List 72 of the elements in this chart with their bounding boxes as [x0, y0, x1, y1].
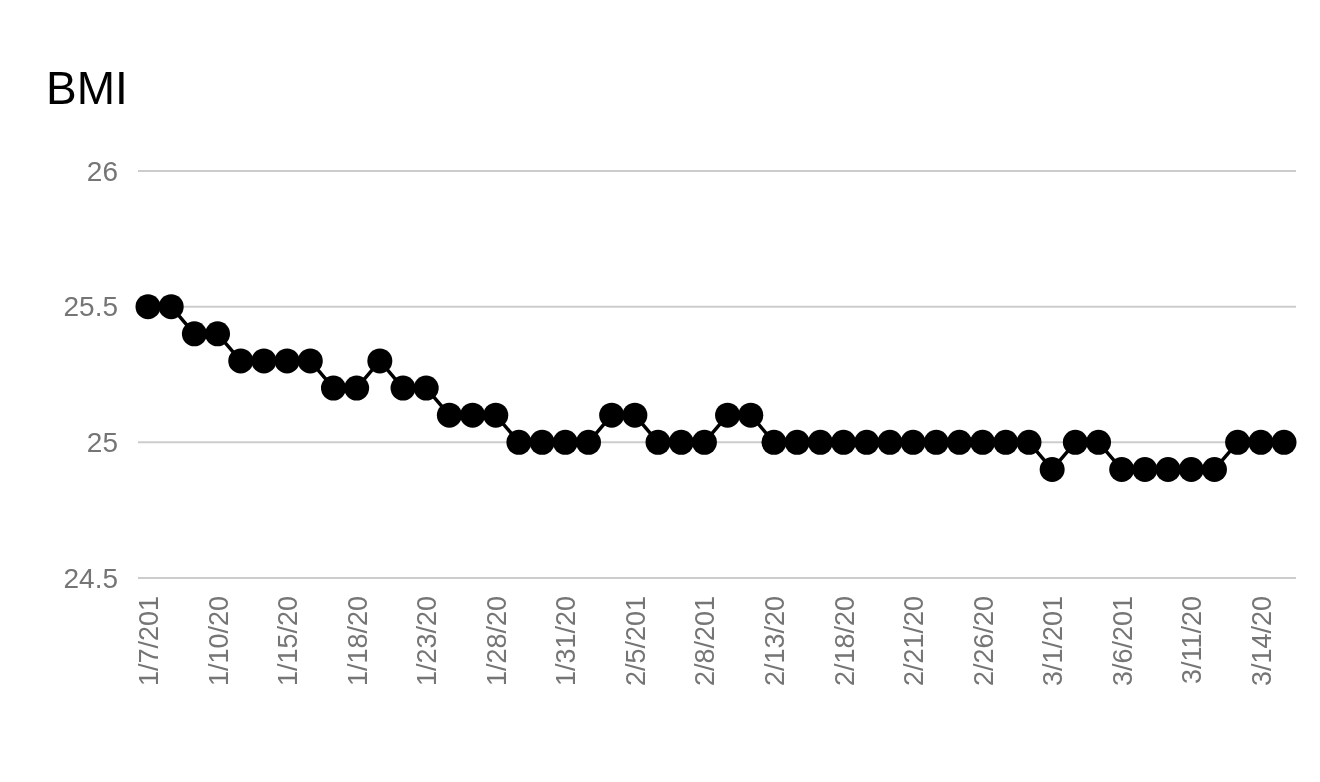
point [1178, 456, 1204, 482]
point [135, 294, 161, 320]
point [483, 402, 509, 428]
point [390, 375, 416, 401]
point [738, 402, 764, 428]
point [344, 375, 370, 401]
x-tick-label: 1/15/20 [273, 596, 304, 687]
point [1132, 456, 1158, 482]
point [1062, 429, 1088, 455]
point [1016, 429, 1042, 455]
point [1271, 429, 1297, 455]
x-tick-label: 1/10/20 [203, 596, 234, 687]
x-tick-label: 1/28/20 [481, 596, 512, 687]
x-tick-label: 2/18/20 [829, 596, 860, 687]
point [575, 429, 601, 455]
point [923, 429, 949, 455]
point [1201, 456, 1227, 482]
point [645, 429, 671, 455]
point [1248, 429, 1274, 455]
point [599, 402, 625, 428]
point [622, 402, 648, 428]
point [320, 375, 346, 401]
point [877, 429, 903, 455]
x-tick-label: 3/14/20 [1246, 596, 1277, 687]
y-tick-label: 25 [86, 427, 118, 459]
point [158, 294, 184, 320]
x-tick-label: 2/21/20 [899, 596, 930, 687]
point [784, 429, 810, 455]
point [436, 402, 462, 428]
point [297, 348, 323, 374]
point [529, 429, 555, 455]
point [1039, 456, 1065, 482]
point [228, 348, 254, 374]
x-tick-label: 2/13/20 [759, 596, 790, 687]
point [367, 348, 393, 374]
point [1225, 429, 1251, 455]
x-tick-label: 2/8/201 [690, 596, 721, 687]
x-tick-label: 1/7/201 [134, 596, 164, 687]
point [900, 429, 926, 455]
x-tick-label: 3/6/201 [1107, 596, 1138, 687]
point [761, 429, 787, 455]
point [970, 429, 996, 455]
point [854, 429, 880, 455]
y-tick-label: 24.5 [63, 562, 118, 594]
point [251, 348, 277, 374]
point [274, 348, 300, 374]
point [807, 429, 833, 455]
x-tick-label: 3/11/20 [1177, 596, 1208, 685]
point [831, 429, 857, 455]
x-tick-label: 1/31/20 [551, 596, 582, 687]
point [1109, 456, 1135, 482]
x-tick-label: 1/18/20 [342, 596, 373, 687]
point [181, 321, 207, 347]
y-tick-label: 25.5 [63, 291, 118, 323]
point [1086, 429, 1112, 455]
x-tick-label: 2/26/20 [968, 596, 999, 687]
y-tick-label: 26 [86, 155, 118, 187]
point [413, 375, 439, 401]
point [1155, 456, 1181, 482]
x-tick-label: 1/23/20 [412, 596, 443, 687]
point [205, 321, 231, 347]
point [691, 429, 717, 455]
x-tick-label: 2/5/201 [620, 596, 651, 687]
point [715, 402, 741, 428]
point [993, 429, 1019, 455]
point [506, 429, 532, 455]
point [460, 402, 486, 428]
point [946, 429, 972, 455]
point [552, 429, 578, 455]
point [668, 429, 694, 455]
chart-title: BMI [46, 62, 128, 114]
x-tick-label: 3/1/201 [1038, 596, 1069, 687]
